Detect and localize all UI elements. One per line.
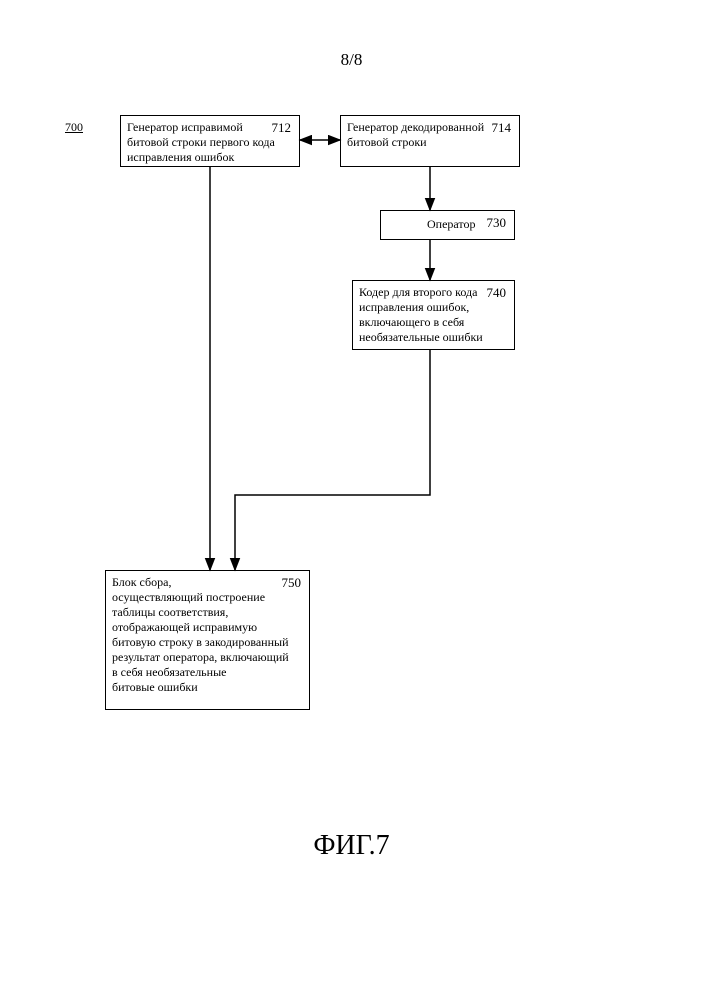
reference-number: 700: [65, 120, 83, 135]
node-number: 712: [272, 120, 292, 136]
figure-caption: ФИГ.7: [0, 830, 703, 862]
node-number: 750: [282, 575, 302, 591]
node-text: Блок сбора, осуществляющий построение та…: [112, 575, 303, 695]
node-operator: 730 Оператор: [380, 210, 515, 240]
node-generator-decoded: 714 Генератор декодированной битовой стр…: [340, 115, 520, 167]
node-generator-correctable: 712 Генератор исправимой битовой строки …: [120, 115, 300, 167]
page-number: 8/8: [0, 50, 703, 70]
node-encoder-second: 740 Кодер для второго кода исправления о…: [352, 280, 515, 350]
node-text: Генератор исправимой битовой строки перв…: [127, 120, 293, 165]
node-number: 714: [492, 120, 512, 136]
diagram-canvas: 8/8 700 712 Генератор исправимой битовой…: [0, 0, 703, 1000]
node-number: 730: [487, 215, 507, 231]
node-collector: 750 Блок сбора, осуществляющий построени…: [105, 570, 310, 710]
node-number: 740: [487, 285, 507, 301]
node-text: Генератор декодированной битовой строки: [347, 120, 513, 150]
